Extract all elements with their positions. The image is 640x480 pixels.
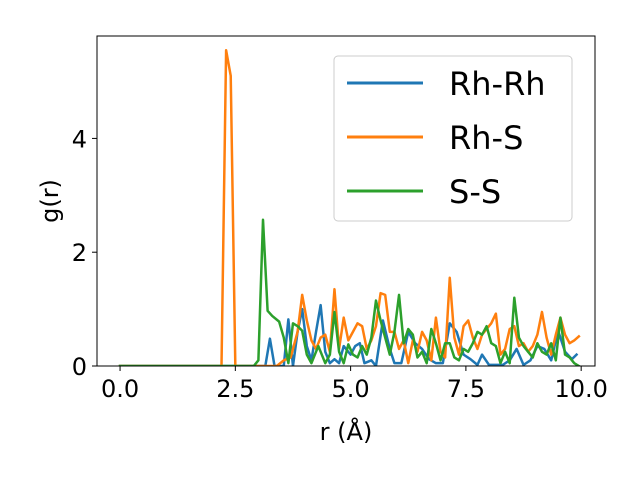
x-tick-label: 5.0 [332,375,370,403]
series-line-rh-rh [118,303,579,366]
legend-label-rh-rh: Rh-Rh [449,65,546,103]
x-tick-label: 2.5 [216,375,254,403]
legend-label-s-s: S-S [449,173,501,211]
legend-label-rh-s: Rh-S [449,119,523,157]
y-axis-label: g(r) [36,179,64,223]
x-axis-label: r (Å) [320,417,373,446]
plot-frame [96,35,596,367]
y-axis-ticks: 0 2 4 [72,125,97,381]
legend: Rh-Rh Rh-S S-S [333,55,573,222]
y-tick-label: 2 [72,239,87,267]
x-tick-label: 7.5 [447,375,485,403]
y-tick-label: 4 [72,125,87,153]
y-tick-label: 0 [72,353,87,381]
series-line-s-s [118,218,581,366]
legend-box [333,55,573,222]
x-tick-label: 0.0 [101,375,139,403]
x-tick-label: 10.0 [554,375,607,403]
x-axis-ticks: 0.0 2.5 5.0 7.5 10.0 [101,366,608,403]
series-layer [118,48,581,366]
